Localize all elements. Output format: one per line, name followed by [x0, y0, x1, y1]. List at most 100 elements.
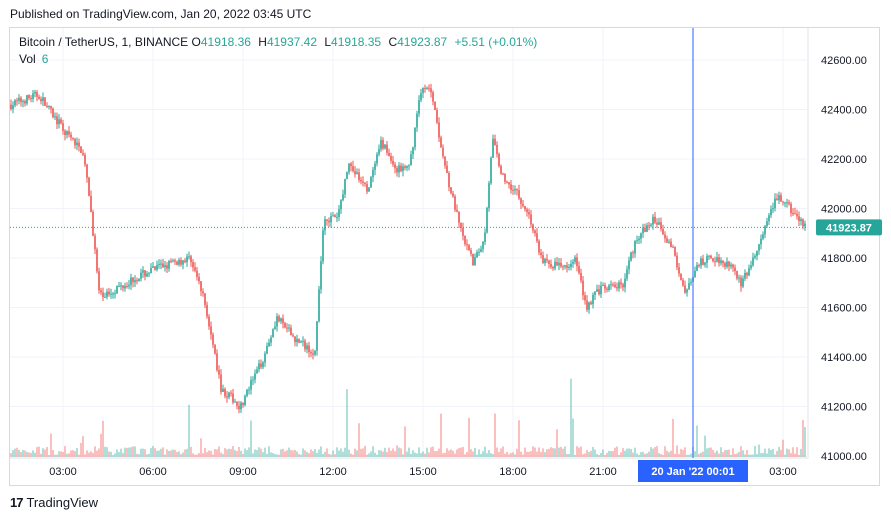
- candle-body: [126, 286, 128, 288]
- volume-bar: [30, 452, 32, 457]
- volume-bar: [750, 454, 752, 457]
- candle-body: [258, 363, 260, 370]
- volume-bar: [722, 452, 724, 457]
- volume-bar: [286, 450, 288, 457]
- candle-body: [676, 255, 678, 268]
- candle-body: [134, 280, 136, 283]
- candle-body: [650, 224, 652, 226]
- volume-bar: [732, 448, 734, 457]
- candle-body: [80, 146, 82, 154]
- time-tick-label: 21:00: [589, 466, 617, 478]
- candle-body: [534, 230, 536, 234]
- volume-bar: [236, 451, 238, 457]
- volume-bar: [548, 448, 550, 457]
- volume-bar: [660, 454, 662, 457]
- candle-body: [668, 241, 670, 243]
- candle-body: [714, 261, 716, 263]
- volume-bar: [570, 378, 572, 457]
- volume-bar: [348, 449, 350, 457]
- volume-bar: [694, 451, 696, 457]
- volume-bar: [462, 446, 464, 457]
- volume-bar: [404, 426, 406, 457]
- candle-body: [722, 260, 724, 264]
- candle-body: [152, 266, 154, 268]
- volume-bar: [246, 450, 248, 457]
- time-tick-label: 18:00: [499, 466, 527, 478]
- candle-body: [538, 241, 540, 253]
- volume-label[interactable]: Vol: [19, 52, 36, 66]
- candle-body: [686, 289, 688, 293]
- candle-body: [362, 181, 364, 183]
- volume-bar: [622, 448, 624, 457]
- candle-body: [320, 261, 322, 290]
- last-price-label-bg: [816, 219, 882, 236]
- candle-body: [54, 116, 56, 118]
- candle-body: [500, 165, 502, 174]
- candle-body: [202, 291, 204, 294]
- volume-bar: [652, 448, 654, 457]
- candle-body: [560, 262, 562, 267]
- candle-body: [188, 256, 190, 258]
- candle-body: [170, 261, 172, 263]
- candle-body: [154, 266, 156, 270]
- tradingview-footer[interactable]: 17 TradingView: [10, 495, 98, 510]
- candle-body: [68, 131, 70, 135]
- candle-body: [42, 97, 44, 102]
- volume-bar: [64, 446, 66, 457]
- volume-bar: [104, 446, 106, 457]
- candle-body: [524, 206, 526, 210]
- volume-bar: [754, 446, 756, 457]
- candle-body: [58, 119, 60, 125]
- candle-body: [118, 286, 120, 288]
- volume-bar: [760, 453, 762, 457]
- volume-bar: [298, 454, 300, 457]
- candle-body: [654, 216, 656, 223]
- candle-body: [254, 373, 256, 380]
- volume-bar: [560, 446, 562, 457]
- candle-body: [748, 268, 750, 276]
- candle-body: [666, 238, 668, 243]
- volume-bar: [702, 451, 704, 457]
- volume-bar: [76, 447, 78, 457]
- volume-bar: [402, 454, 404, 457]
- volume-bar: [176, 451, 178, 457]
- volume-bar: [432, 446, 434, 457]
- candle-body: [510, 184, 512, 190]
- candle-body: [326, 219, 328, 221]
- volume-bar: [700, 452, 702, 457]
- candle-body: [208, 316, 210, 327]
- volume-bar: [232, 446, 234, 457]
- candle-body: [388, 152, 390, 157]
- candle-body: [394, 164, 396, 169]
- candle-body: [544, 258, 546, 264]
- candle-body: [142, 270, 144, 273]
- volume-bar: [644, 453, 646, 457]
- volume-bar: [792, 447, 794, 457]
- candle-body: [200, 281, 202, 292]
- volume-bar: [114, 453, 116, 457]
- symbol-name[interactable]: Bitcoin / TetherUS, 1, BINANCE: [19, 35, 189, 49]
- candle-body: [630, 252, 632, 261]
- candle-body: [504, 173, 506, 182]
- candle-body: [780, 195, 782, 202]
- candle-body: [132, 277, 134, 283]
- candle-body: [376, 154, 378, 164]
- volume-bar: [204, 447, 206, 457]
- volume-bar: [112, 454, 114, 457]
- volume-bar: [414, 452, 416, 457]
- chart-frame[interactable]: [9, 27, 880, 486]
- volume-bar: [528, 451, 530, 457]
- volume-bar: [762, 452, 764, 457]
- volume-bar: [328, 453, 330, 457]
- candle-body: [596, 289, 598, 292]
- candle-body: [440, 137, 442, 148]
- volume-bar: [208, 450, 210, 457]
- candle-body: [438, 122, 440, 138]
- candle-body: [616, 287, 618, 289]
- candle-body: [554, 261, 556, 269]
- volume-bar: [70, 450, 72, 457]
- volume-bar: [230, 449, 232, 457]
- volume-bar: [266, 453, 268, 457]
- candle-body: [310, 352, 312, 354]
